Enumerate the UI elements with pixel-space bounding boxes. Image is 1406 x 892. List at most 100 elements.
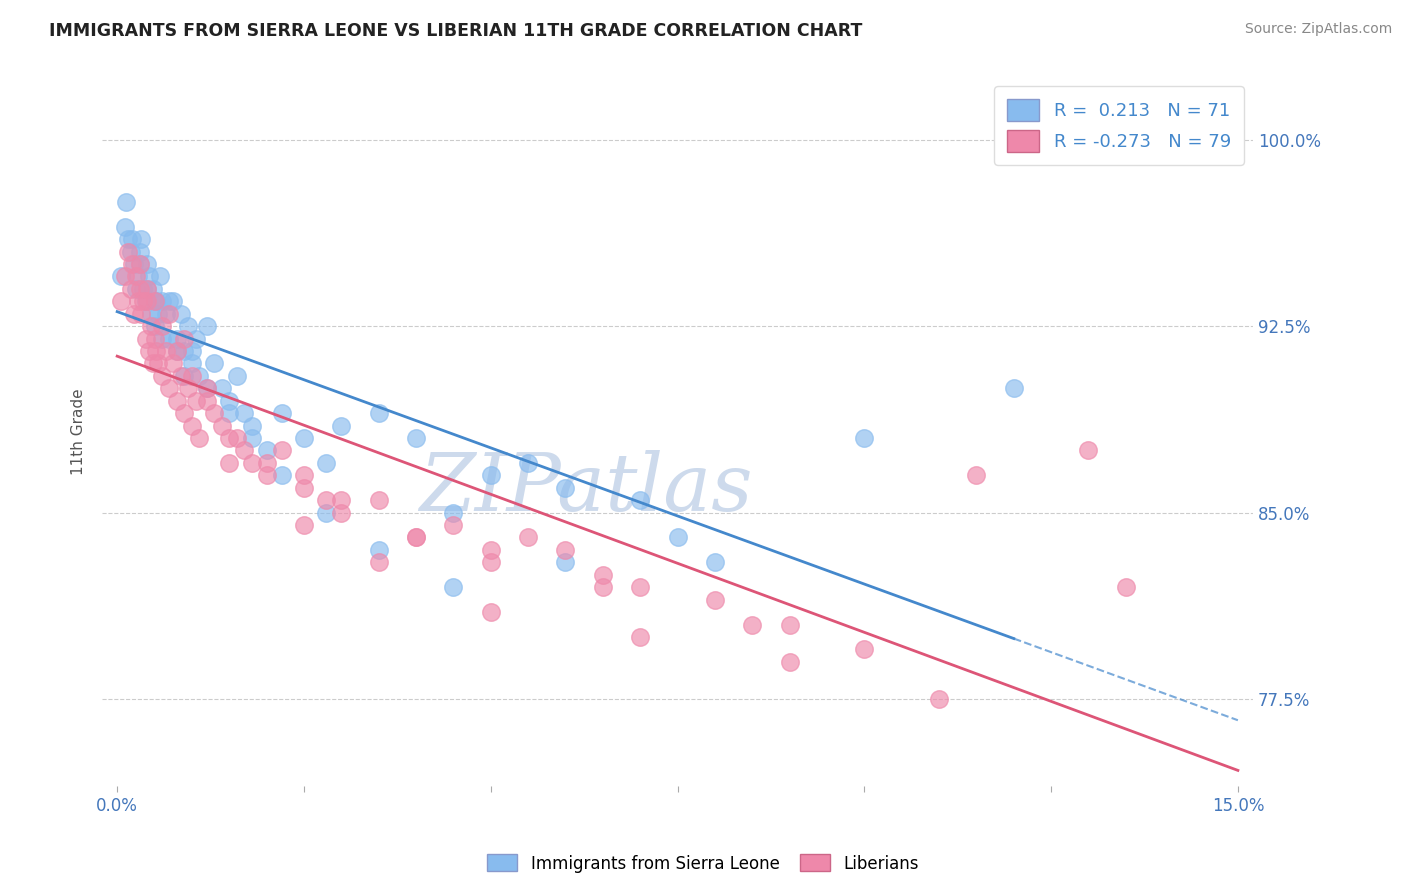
- Point: [853, 642, 876, 657]
- Point: [554, 542, 576, 557]
- Point: [405, 531, 427, 545]
- Point: [125, 282, 148, 296]
- Point: [195, 319, 218, 334]
- Point: [169, 368, 191, 383]
- Point: [145, 343, 167, 358]
- Point: [120, 282, 142, 296]
- Point: [517, 456, 540, 470]
- Point: [136, 257, 159, 271]
- Point: [150, 319, 173, 334]
- Point: [136, 294, 159, 309]
- Legend: R =  0.213   N = 71, R = -0.273   N = 79: R = 0.213 N = 71, R = -0.273 N = 79: [994, 87, 1244, 165]
- Text: ZIPatlas: ZIPatlas: [419, 450, 752, 527]
- Point: [741, 617, 763, 632]
- Point: [405, 531, 427, 545]
- Point: [225, 368, 247, 383]
- Point: [159, 332, 181, 346]
- Point: [330, 418, 353, 433]
- Point: [1002, 381, 1025, 395]
- Point: [150, 294, 173, 309]
- Point: [928, 692, 950, 706]
- Point: [136, 282, 159, 296]
- Point: [136, 282, 159, 296]
- Point: [184, 332, 207, 346]
- Point: [166, 343, 188, 358]
- Point: [965, 468, 987, 483]
- Point: [180, 356, 202, 370]
- Point: [195, 393, 218, 408]
- Point: [142, 282, 165, 296]
- Point: [155, 307, 177, 321]
- Point: [1115, 580, 1137, 594]
- Point: [554, 555, 576, 569]
- Point: [592, 580, 614, 594]
- Point: [479, 605, 502, 619]
- Point: [180, 368, 202, 383]
- Point: [184, 393, 207, 408]
- Point: [240, 456, 263, 470]
- Point: [240, 431, 263, 445]
- Point: [173, 332, 195, 346]
- Point: [703, 555, 725, 569]
- Point: [202, 356, 225, 370]
- Point: [367, 542, 389, 557]
- Point: [292, 518, 315, 533]
- Point: [554, 481, 576, 495]
- Point: [166, 343, 188, 358]
- Point: [218, 393, 240, 408]
- Point: [169, 307, 191, 321]
- Point: [517, 531, 540, 545]
- Point: [315, 493, 337, 508]
- Point: [180, 418, 202, 433]
- Point: [367, 493, 389, 508]
- Point: [211, 418, 233, 433]
- Point: [1077, 443, 1099, 458]
- Point: [114, 269, 136, 284]
- Point: [121, 232, 143, 246]
- Point: [150, 368, 173, 383]
- Point: [128, 257, 150, 271]
- Point: [225, 431, 247, 445]
- Point: [159, 294, 181, 309]
- Point: [292, 468, 315, 483]
- Point: [233, 443, 256, 458]
- Point: [125, 269, 148, 284]
- Point: [128, 257, 150, 271]
- Point: [592, 567, 614, 582]
- Point: [292, 431, 315, 445]
- Point: [779, 617, 801, 632]
- Point: [779, 655, 801, 669]
- Point: [110, 294, 132, 309]
- Point: [132, 282, 155, 296]
- Point: [330, 506, 353, 520]
- Text: IMMIGRANTS FROM SIERRA LEONE VS LIBERIAN 11TH GRADE CORRELATION CHART: IMMIGRANTS FROM SIERRA LEONE VS LIBERIAN…: [49, 22, 863, 40]
- Point: [195, 381, 218, 395]
- Point: [159, 307, 181, 321]
- Point: [162, 356, 184, 370]
- Point: [138, 269, 160, 284]
- Point: [218, 406, 240, 420]
- Point: [162, 294, 184, 309]
- Point: [628, 493, 651, 508]
- Point: [315, 506, 337, 520]
- Point: [127, 269, 149, 284]
- Point: [129, 307, 152, 321]
- Point: [145, 294, 167, 309]
- Point: [120, 244, 142, 259]
- Point: [218, 431, 240, 445]
- Point: [177, 381, 200, 395]
- Point: [173, 368, 195, 383]
- Point: [143, 294, 166, 309]
- Point: [122, 257, 145, 271]
- Point: [628, 630, 651, 644]
- Point: [441, 518, 464, 533]
- Point: [270, 468, 292, 483]
- Point: [270, 406, 292, 420]
- Point: [132, 294, 155, 309]
- Point: [173, 343, 195, 358]
- Point: [115, 194, 138, 209]
- Point: [256, 456, 278, 470]
- Point: [315, 456, 337, 470]
- Point: [142, 356, 165, 370]
- Point: [188, 431, 211, 445]
